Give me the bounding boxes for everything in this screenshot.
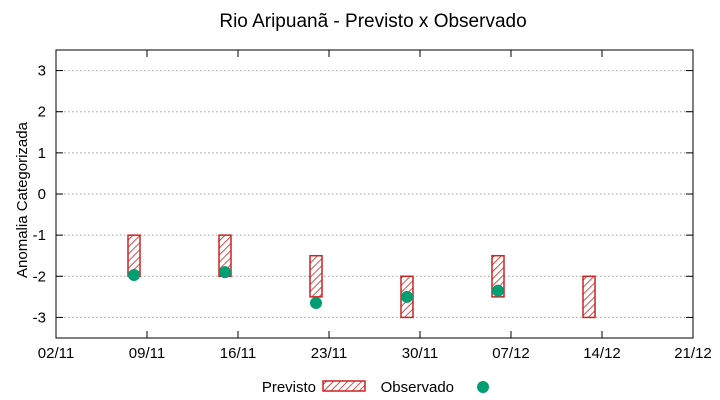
- plot-frame: [55, 49, 694, 339]
- y-tick-label: 3: [38, 63, 46, 80]
- y-tick-label: 1: [38, 145, 46, 162]
- observado-point: [401, 290, 413, 303]
- axes: [55, 49, 694, 339]
- y-tick-label: -2: [33, 268, 46, 285]
- y-tick-label: -1: [33, 227, 46, 244]
- x-tick-label: 14/12: [583, 345, 621, 362]
- previsto-box: [309, 254, 323, 298]
- observado-point: [492, 284, 504, 297]
- x-tick-label: 07/12: [492, 345, 530, 362]
- y-tick-label: 0: [38, 186, 46, 203]
- x-axis-ticks: 02/11 09/11 16/11 23/11 30/11 07/12 14/12 21/12: [38, 345, 712, 362]
- gridlines: [56, 70, 693, 318]
- legend: Previsto Observado: [262, 379, 489, 396]
- legend-swatch-previsto: [322, 380, 366, 392]
- y-axis-ticks: 3 2 1 0 -1 -2 -3: [33, 63, 46, 327]
- observado-point: [128, 269, 140, 282]
- y-axis-label: Anomalia Categorizada: [14, 121, 31, 278]
- x-tick-label: 02/11: [38, 345, 74, 362]
- chart-title: Rio Aripuanã - Previsto x Observado: [219, 11, 526, 32]
- legend-swatch-observado: [477, 381, 489, 393]
- x-tick-label: 21/12: [674, 345, 712, 362]
- legend-label-observado: Observado: [381, 379, 454, 396]
- series-observado: [128, 266, 504, 310]
- x-tick-label: 16/11: [220, 345, 256, 362]
- y-tick-label: 2: [38, 104, 46, 121]
- y-tick-label: -3: [33, 309, 46, 326]
- x-tick-label: 30/11: [402, 345, 438, 362]
- observado-point: [310, 297, 322, 310]
- x-tick-label: 23/11: [311, 345, 347, 362]
- previsto-box: [582, 275, 596, 319]
- x-tick-label: 09/11: [129, 345, 165, 362]
- legend-label-previsto: Previsto: [262, 379, 316, 396]
- observado-point: [219, 266, 231, 279]
